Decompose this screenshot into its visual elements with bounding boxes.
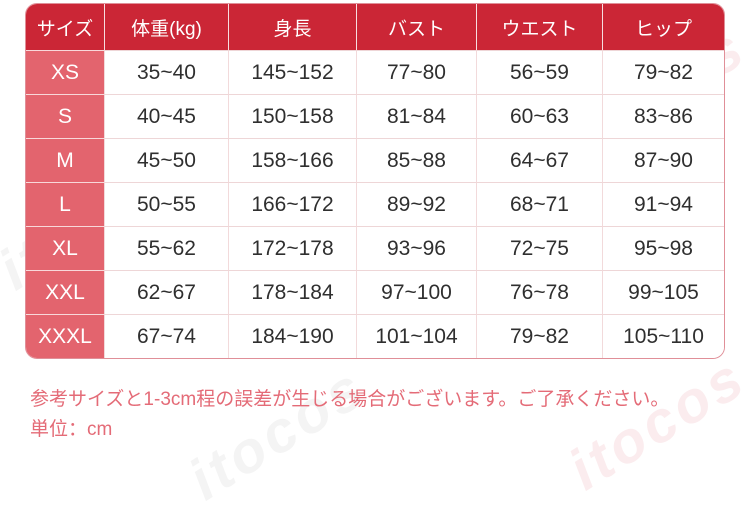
value-cell: 67~74 [104,314,228,358]
size-cell: L [26,182,104,226]
value-cell: 83~86 [602,94,724,138]
value-cell: 55~62 [104,226,228,270]
value-cell: 56~59 [476,50,602,94]
unit-note: 単位：cm [30,419,113,440]
size-cell: XS [26,50,104,94]
value-cell: 87~90 [602,138,724,182]
value-cell: 72~75 [476,226,602,270]
value-cell: 35~40 [104,50,228,94]
value-cell: 60~63 [476,94,602,138]
value-cell: 85~88 [356,138,476,182]
value-cell: 45~50 [104,138,228,182]
value-cell: 50~55 [104,182,228,226]
size-cell: S [26,94,104,138]
value-cell: 178~184 [228,270,356,314]
size-chart-table: サイズ 体重(kg) 身長 バスト ウエスト ヒップ XS 35~40 145~… [25,3,725,359]
header-cell-size: サイズ [26,4,104,50]
size-cell: XL [26,226,104,270]
value-cell: 62~67 [104,270,228,314]
header-cell-hip: ヒップ [602,4,724,50]
value-cell: 158~166 [228,138,356,182]
value-cell: 172~178 [228,226,356,270]
value-cell: 97~100 [356,270,476,314]
value-cell: 101~104 [356,314,476,358]
value-cell: 89~92 [356,182,476,226]
value-cell: 79~82 [602,50,724,94]
value-cell: 145~152 [228,50,356,94]
value-cell: 150~158 [228,94,356,138]
size-cell: XXL [26,270,104,314]
watermark-text: itocos [557,344,750,503]
header-cell-bust: バスト [356,4,476,50]
size-cell: XXXL [26,314,104,358]
value-cell: 68~71 [476,182,602,226]
value-cell: 79~82 [476,314,602,358]
value-cell: 76~78 [476,270,602,314]
value-cell: 64~67 [476,138,602,182]
value-cell: 81~84 [356,94,476,138]
value-cell: 93~96 [356,226,476,270]
value-cell: 99~105 [602,270,724,314]
size-cell: M [26,138,104,182]
value-cell: 91~94 [602,182,724,226]
value-cell: 105~110 [602,314,724,358]
watermark-text: itocos [177,354,378,513]
value-cell: 40~45 [104,94,228,138]
value-cell: 77~80 [356,50,476,94]
value-cell: 166~172 [228,182,356,226]
header-cell-height: 身長 [228,4,356,50]
header-cell-weight: 体重(kg) [104,4,228,50]
size-disclaimer-note: 参考サイズと1-3cm程の誤差が生じる場合がございます。ご了承ください。 [30,389,670,410]
header-cell-waist: ウエスト [476,4,602,50]
value-cell: 95~98 [602,226,724,270]
value-cell: 184~190 [228,314,356,358]
